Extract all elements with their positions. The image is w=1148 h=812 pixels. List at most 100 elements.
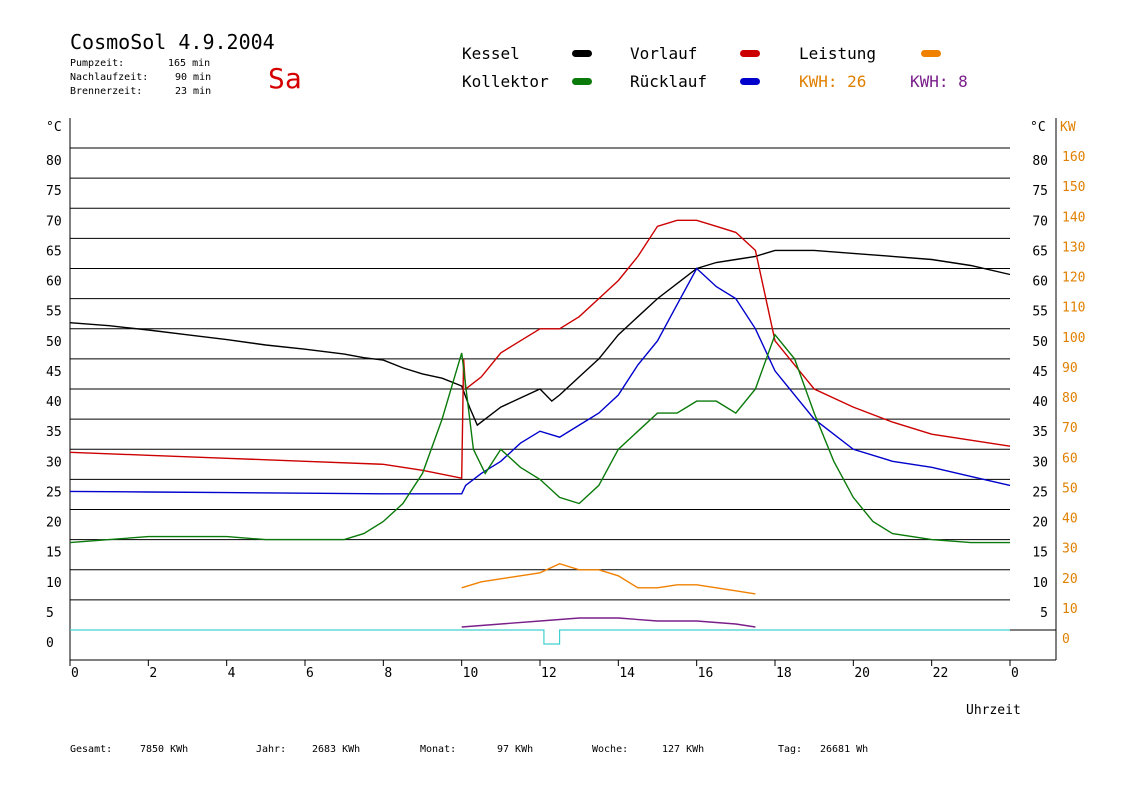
x-tick-label-4: 8: [384, 666, 392, 681]
y-tick-right-55: 55: [1032, 305, 1048, 320]
kw-tick-140: 140: [1062, 210, 1085, 225]
y-tick-right-70: 70: [1032, 214, 1048, 229]
y-tick-left-25: 25: [46, 485, 62, 500]
kw-tick-40: 40: [1062, 512, 1078, 527]
kw-tick-80: 80: [1062, 391, 1078, 406]
y-tick-right-80: 80: [1032, 154, 1048, 169]
y-tick-left-80: 80: [46, 154, 62, 169]
series-line-kollektor: [69, 333, 1010, 544]
kw-tick-10: 10: [1062, 602, 1078, 617]
kw-tick-150: 150: [1062, 180, 1085, 195]
y-tick-left-45: 45: [46, 365, 62, 380]
kw-tick-30: 30: [1062, 542, 1078, 557]
kw-tick-50: 50: [1062, 481, 1078, 496]
legend-ruecklauf: Rücklauf: [630, 72, 708, 91]
y-tick-left-0: 0: [46, 636, 54, 651]
x-tick-label-1: 2: [149, 666, 157, 681]
series-line-kwh-8: [461, 617, 756, 628]
legend-kollektor-swatch: [572, 78, 592, 85]
y-tick-right-45: 45: [1032, 365, 1048, 380]
legend-ruecklauf-swatch: [740, 78, 760, 85]
footer-monat-value: 97 KWh: [497, 744, 534, 755]
stat-label-brennerzeit: Brennerzeit:: [70, 86, 143, 97]
y-tick-right-50: 50: [1032, 335, 1048, 350]
stat-label-pumpzeit: Pumpzeit:: [70, 58, 125, 69]
y-tick-right-60: 60: [1032, 275, 1048, 290]
y-tick-left-20: 20: [46, 516, 62, 531]
x-tick-label-7: 14: [619, 666, 635, 681]
kw-tick-110: 110: [1062, 301, 1085, 316]
legend-leistung-swatch: [921, 50, 941, 57]
y-tick-left-10: 10: [46, 576, 62, 591]
legend-kessel-swatch: [572, 50, 592, 57]
y-tick-right-40: 40: [1032, 395, 1048, 410]
kw-tick-160: 160: [1062, 150, 1085, 165]
x-axis-label: Uhrzeit: [966, 703, 1021, 718]
x-tick-label-11: 22: [933, 666, 949, 681]
x-tick-label-6: 12: [541, 666, 557, 681]
footer-tag-value: 26681 Wh: [820, 744, 869, 755]
footer-jahr-label: Jahr:: [256, 744, 287, 755]
legend-kollektor: Kollektor: [462, 72, 549, 91]
series-line-kessel: [69, 249, 1011, 427]
x-tick-label-10: 20: [854, 666, 870, 681]
y-tick-right-35: 35: [1032, 425, 1048, 440]
footer-gesamt-value: 7850 KWh: [140, 744, 189, 755]
legend-vorlauf: Vorlauf: [630, 44, 698, 63]
x-tick-label-12: 0: [1011, 666, 1019, 681]
kw-tick-90: 90: [1062, 361, 1078, 376]
series-line-r-cklauf: [69, 267, 1011, 495]
kw-unit-label: KW: [1060, 120, 1076, 135]
kw-tick-120: 120: [1062, 271, 1085, 286]
y-tick-left-70: 70: [46, 214, 62, 229]
x-tick-label-2: 4: [228, 666, 236, 681]
y-tick-right-25: 25: [1032, 485, 1048, 500]
stat-value-nachlaufzeit: 90 min: [175, 72, 212, 83]
kw-tick-100: 100: [1062, 331, 1085, 346]
y-tick-left-15: 15: [46, 546, 62, 561]
footer-gesamt-label: Gesamt:: [70, 744, 113, 755]
legend-kwh-total: KWH: 26: [799, 72, 867, 91]
x-tick-label-8: 16: [698, 666, 714, 681]
kw-tick-0: 0: [1062, 632, 1070, 647]
legend-kessel: Kessel: [462, 44, 520, 63]
y-unit-right: °C: [1030, 120, 1046, 135]
y-tick-left-55: 55: [46, 305, 62, 320]
footer-monat-label: Monat:: [420, 744, 457, 755]
x-tick-label-0: 0: [71, 666, 79, 681]
y-tick-left-60: 60: [46, 275, 62, 290]
legend-kwh-secondary: KWH: 8: [910, 72, 968, 91]
y-tick-right-75: 75: [1032, 184, 1048, 199]
y-tick-left-35: 35: [46, 425, 62, 440]
y-tick-right-15: 15: [1032, 546, 1048, 561]
legend-vorlauf-swatch: [740, 50, 760, 57]
y-tick-left-40: 40: [46, 395, 62, 410]
y-tick-left-5: 5: [46, 606, 54, 621]
x-tick-label-3: 6: [306, 666, 314, 681]
stat-label-nachlaufzeit: Nachlaufzeit:: [70, 72, 149, 83]
x-tick-label-5: 10: [463, 666, 479, 681]
kw-tick-70: 70: [1062, 421, 1078, 436]
y-tick-right-10: 10: [1032, 576, 1048, 591]
y-tick-right-20: 20: [1032, 516, 1048, 531]
footer-woche-label: Woche:: [592, 744, 629, 755]
series-line-vorlauf: [69, 219, 1011, 480]
kw-tick-20: 20: [1062, 572, 1078, 587]
y-tick-left-30: 30: [46, 455, 62, 470]
footer-woche-value: 127 KWh: [662, 744, 705, 755]
y-unit-left: °C: [46, 120, 62, 135]
stat-value-brennerzeit: 23 min: [175, 86, 212, 97]
kw-tick-60: 60: [1062, 451, 1078, 466]
stat-value-pumpzeit: 165 min: [168, 58, 211, 69]
legend-leistung: Leistung: [799, 44, 877, 63]
series-line-leistung: [461, 562, 756, 595]
y-tick-right-65: 65: [1032, 244, 1048, 259]
y-tick-right-30: 30: [1032, 455, 1048, 470]
y-tick-right-5: 5: [1040, 606, 1048, 621]
weekday-label: Sa: [268, 62, 302, 95]
y-tick-left-50: 50: [46, 335, 62, 350]
footer-tag-label: Tag:: [778, 744, 803, 755]
app-title: CosmoSol 4.9.2004: [70, 30, 275, 54]
baseline-line: [70, 629, 1010, 645]
